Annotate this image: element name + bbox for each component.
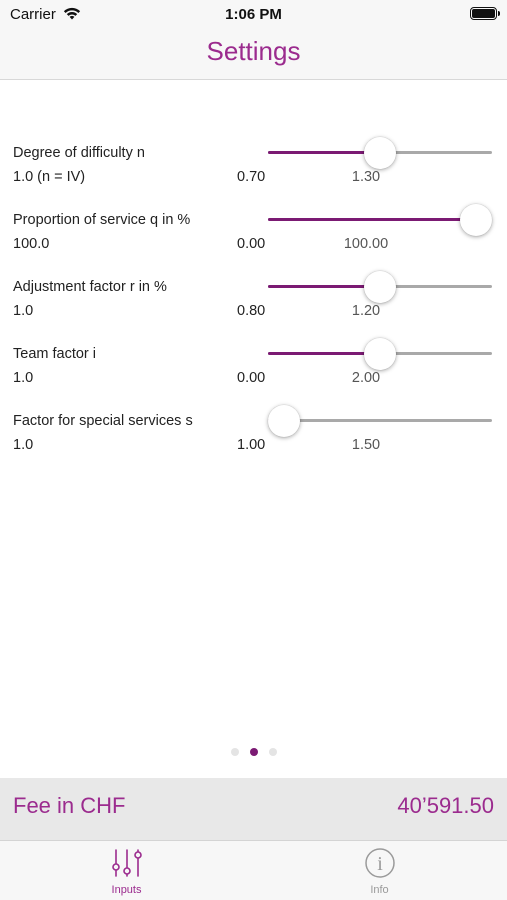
fee-label: Fee in CHF: [13, 793, 126, 818]
page-control[interactable]: [0, 748, 507, 760]
setting-value: 1.0: [13, 303, 34, 319]
tab-label: Inputs: [111, 884, 142, 896]
slider-thumb[interactable]: [364, 338, 396, 370]
navigation-bar: Settings: [0, 30, 507, 80]
slider-fill: [268, 218, 476, 221]
team-factor-slider[interactable]: [268, 338, 492, 370]
setting-label: Factor for special services s: [13, 413, 193, 429]
setting-label: Degree of difficulty n: [13, 145, 145, 161]
status-bar: Carrier 1:06 PM: [0, 0, 507, 30]
clock: 1:06 PM: [225, 6, 282, 23]
tab-info[interactable]: i Info: [253, 841, 506, 900]
battery-icon: [470, 7, 500, 20]
setting-label: Adjustment factor r in %: [13, 279, 167, 295]
slider-track: [268, 419, 492, 422]
setting-label: Proportion of service q in %: [13, 212, 191, 228]
setting-row-proportion: Proportion of service q in % 100.0 0.00 …: [0, 204, 507, 279]
special-services-slider[interactable]: [268, 405, 492, 437]
fee-summary: Fee in CHF 40’591.50: [0, 778, 507, 840]
carrier-label: Carrier: [10, 6, 56, 23]
info-icon: i: [253, 847, 506, 879]
slider-max-label: 1.30: [351, 169, 381, 185]
slider-min-label: 0.70: [237, 169, 266, 185]
page-dot[interactable]: [230, 748, 239, 756]
slider-thumb[interactable]: [364, 137, 396, 169]
slider-min-label: 0.00: [237, 370, 266, 386]
setting-value: 1.0: [13, 370, 34, 386]
slider-max-label: 1.50: [351, 437, 381, 453]
slider-min-label: 0.00: [237, 236, 266, 252]
slider-thumb[interactable]: [268, 405, 300, 437]
slider-thumb[interactable]: [460, 204, 492, 236]
setting-row-adjustment: Adjustment factor r in % 1.0 0.80 1.20: [0, 271, 507, 346]
svg-text:i: i: [377, 853, 383, 875]
slider-fill: [268, 285, 380, 288]
setting-value: 100.0: [13, 236, 50, 252]
tab-inputs[interactable]: Inputs: [0, 841, 253, 900]
setting-label: Team factor i: [13, 346, 96, 362]
slider-fill: [268, 151, 380, 154]
sliders-icon: [0, 847, 253, 879]
tab-bar: Inputs i Info: [0, 840, 507, 900]
fee-value: 40’591.50: [397, 793, 494, 818]
slider-min-label: 0.80: [237, 303, 266, 319]
page-dot[interactable]: [268, 748, 277, 756]
setting-value: 1.0: [13, 437, 34, 453]
difficulty-slider[interactable]: [268, 137, 492, 169]
page-dot[interactable]: [249, 748, 258, 756]
slider-max-label: 1.20: [351, 303, 381, 319]
slider-max-label: 2.00: [351, 370, 381, 386]
adjustment-slider[interactable]: [268, 271, 492, 303]
slider-thumb[interactable]: [364, 271, 396, 303]
slider-fill: [268, 352, 380, 355]
setting-row-difficulty: Degree of difficulty n 1.0 (n = IV) 0.70…: [0, 137, 507, 212]
setting-row-special: Factor for special services s 1.0 1.00 1…: [0, 405, 507, 480]
setting-row-team: Team factor i 1.0 0.00 2.00: [0, 338, 507, 413]
tab-label: Info: [370, 884, 389, 896]
wifi-icon: [62, 5, 82, 26]
slider-min-label: 1.00: [237, 437, 266, 453]
setting-value: 1.0 (n = IV): [13, 169, 86, 185]
slider-max-label: 100.00: [343, 236, 389, 252]
proportion-slider[interactable]: [268, 204, 492, 236]
page-title: Settings: [206, 36, 301, 66]
